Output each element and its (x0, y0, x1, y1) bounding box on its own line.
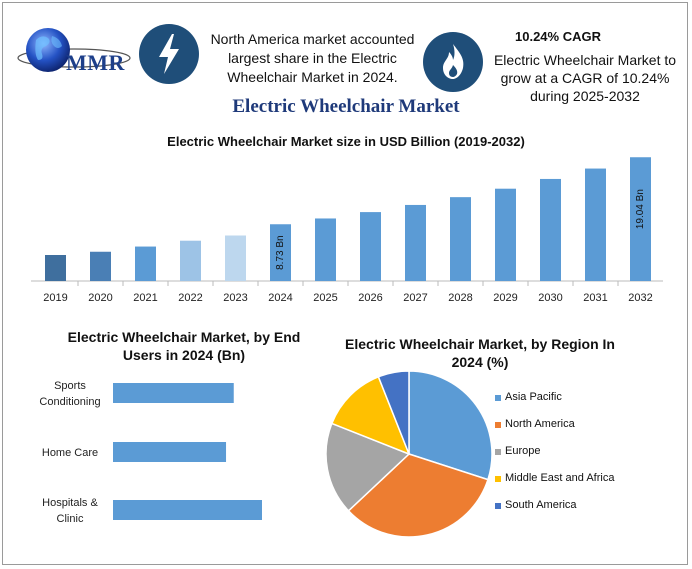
x-tick-label-2027: 2027 (403, 292, 427, 304)
cagr-description: Electric Wheelchair Market to grow at a … (493, 52, 677, 104)
bar-2031 (585, 168, 606, 281)
end-users-bar-chart: Sports Conditioning Home Care Hospitals & Cl… (39, 380, 262, 525)
page-title: Electric Wheelchair Market (232, 96, 460, 117)
bar-2030 (540, 178, 561, 281)
bar-2021 (135, 246, 156, 281)
bar-2029 (495, 188, 516, 281)
legend-swatch (495, 422, 501, 428)
bar-2032 (630, 157, 651, 281)
flame-icon (423, 32, 483, 92)
legend-label: Middle East and Africa (505, 472, 615, 484)
legend-label: Europe (505, 445, 541, 457)
legend-swatch (495, 476, 501, 482)
category-label: Hospitals & Clinic (42, 497, 98, 525)
market-size-bar-chart: 2019 2020 2021 2022 2023 2024 8.73 Bn 2025 2026 2… (31, 157, 663, 304)
legend-swatch (495, 449, 501, 455)
x-tick-label-2019: 2019 (43, 292, 67, 304)
x-tick-label-2032: 2032 (628, 292, 652, 304)
x-tick-label-2022: 2022 (178, 292, 202, 304)
data-label-2024: 8.73 Bn (275, 235, 286, 269)
data-label-2032: 19.04 Bn (635, 189, 646, 229)
bar-home-care (113, 442, 227, 462)
bar-sports-conditioning (113, 383, 234, 403)
x-tick-label-2020: 2020 (88, 292, 112, 304)
legend-swatch (495, 395, 501, 401)
bar-2020 (90, 251, 111, 281)
bar-2023 (225, 235, 246, 281)
x-tick-label-2028: 2028 (448, 292, 472, 304)
logo-text: MMR (66, 50, 125, 75)
x-tick-label-2024: 2024 (268, 292, 292, 304)
bar-2024 (270, 224, 291, 281)
bar-hospitals-clinic (113, 500, 262, 520)
x-tick-label-2025: 2025 (313, 292, 337, 304)
bar-2027 (405, 204, 426, 281)
category-label: Sports Conditioning (39, 380, 100, 408)
bar-2028 (450, 197, 471, 281)
x-tick-label-2030: 2030 (538, 292, 562, 304)
lightning-bolt-icon (139, 24, 199, 84)
bar-2025 (315, 218, 336, 281)
legend-swatch (495, 503, 501, 509)
north-america-note: North America market accounted largest s… (210, 31, 415, 85)
x-tick-label-2031: 2031 (583, 292, 607, 304)
market-size-chart-title: Electric Wheelchair Market size in USD B… (167, 134, 525, 149)
bar-2022 (180, 240, 201, 281)
x-tick-label-2026: 2026 (358, 292, 382, 304)
x-tick-label-2023: 2023 (223, 292, 247, 304)
bar-2019 (45, 255, 66, 281)
legend-label: South America (505, 499, 577, 511)
cagr-title: 10.24% CAGR (515, 29, 601, 44)
legend-label: North America (505, 418, 575, 430)
legend-label: Asia Pacific (505, 391, 562, 403)
x-tick-label-2029: 2029 (493, 292, 517, 304)
globe-logo-icon (17, 28, 131, 72)
region-chart-title: Electric Wheelchair Market, by Region In… (345, 336, 615, 370)
end-users-chart-title: Electric Wheelchair Market, by End Users… (67, 329, 301, 363)
category-label: Home Care (42, 447, 98, 459)
bar-2026 (360, 212, 381, 281)
x-tick-label-2021: 2021 (133, 292, 157, 304)
